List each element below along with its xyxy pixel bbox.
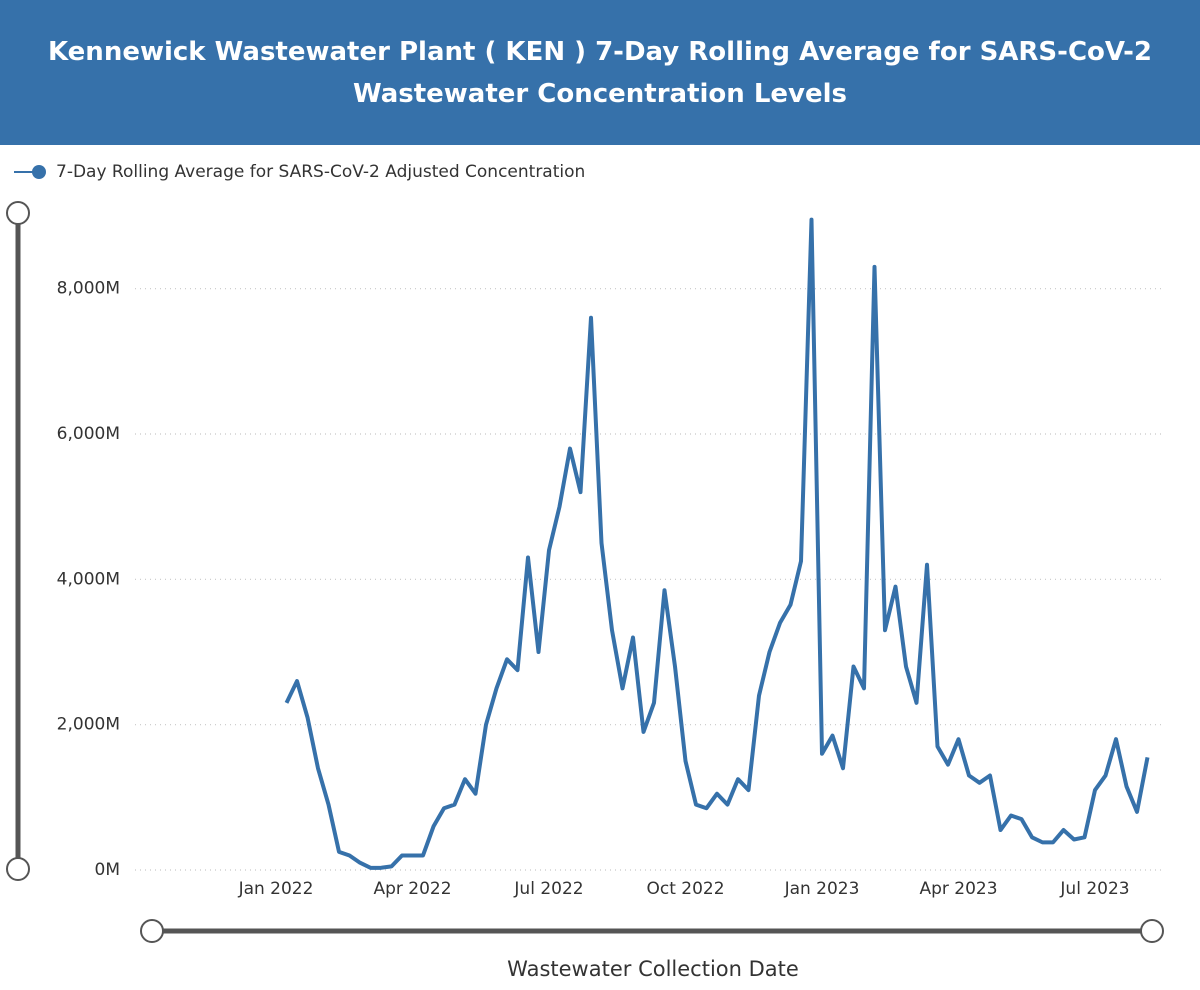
y-tick-label: 6,000M [57,424,120,444]
y-tick-label: 2,000M [57,715,120,735]
x-axis-title: Wastewater Collection Date [507,957,799,981]
chart-title: Kennewick Wastewater Plant ( KEN ) 7-Day… [47,36,1153,109]
y-tick-label: 8,000M [57,279,120,299]
slider-handle[interactable] [1140,919,1164,943]
x-tick-label: Jul 2023 [1059,879,1129,899]
x-tick-label: Apr 2022 [373,879,451,899]
slider-handle[interactable] [6,201,30,225]
slider-handle[interactable] [140,919,164,943]
y-tick-label: 4,000M [57,569,120,589]
x-tick-label: Jan 2022 [238,879,314,899]
legend-marker [32,165,46,179]
x-tick-label: Jan 2023 [784,879,860,899]
legend-label: 7-Day Rolling Average for SARS-CoV-2 Adj… [56,162,585,182]
title-band: Kennewick Wastewater Plant ( KEN ) 7-Day… [0,0,1200,145]
data-line [284,217,1150,870]
slider-handle[interactable] [6,857,30,881]
y-tick-label: 0M [95,860,120,880]
x-tick-label: Oct 2022 [646,879,724,899]
x-tick-label: Jul 2022 [513,879,583,899]
x-tick-label: Apr 2023 [919,879,997,899]
